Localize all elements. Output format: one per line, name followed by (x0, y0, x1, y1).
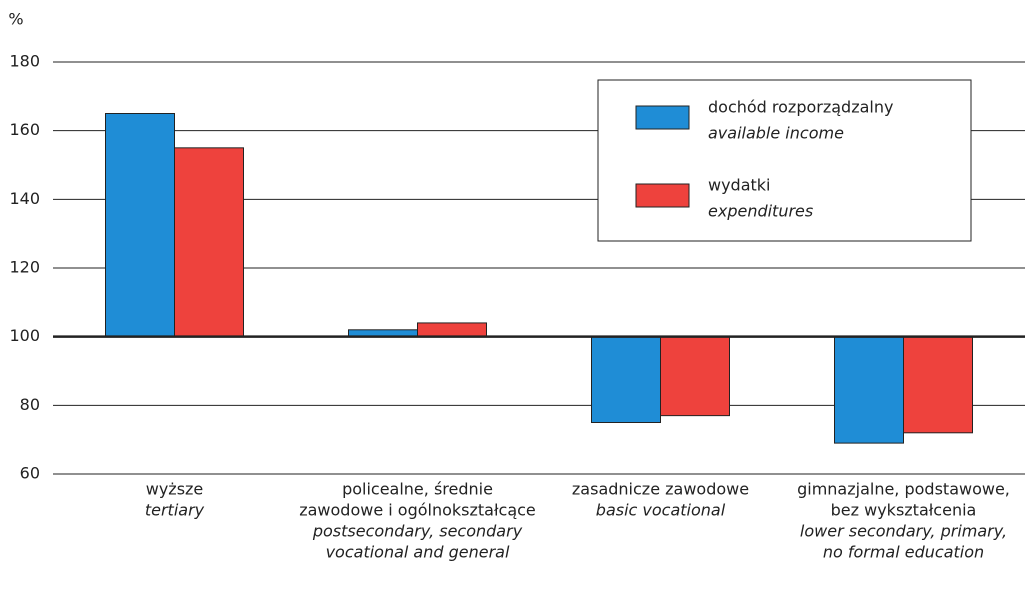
x-tick-label: lower secondary, primary, (800, 522, 1007, 541)
legend-label: dochód rozporządzalny (708, 98, 893, 117)
x-tick-label: wyższe (146, 480, 204, 499)
x-tick-label: no formal education (823, 543, 984, 562)
y-tick-label: 140 (9, 189, 40, 208)
bar (105, 113, 175, 338)
bar (660, 336, 730, 417)
bar (417, 322, 487, 338)
y-tick-label: 180 (9, 52, 40, 71)
legend-label: wydatki (708, 176, 771, 195)
bar (903, 336, 973, 434)
legend-swatch (635, 105, 690, 130)
y-tick-label: 160 (9, 120, 40, 139)
bar (591, 336, 661, 423)
legend-swatch (635, 183, 690, 208)
x-tick-label: zawodowe i ogólnokształcące (299, 501, 536, 520)
y-tick-label: 80 (20, 395, 40, 414)
x-tick-label: postsecondary, secondary (312, 522, 523, 541)
y-tick-label: 120 (9, 258, 40, 277)
x-tick-label: gimnazjalne, podstawowe, (797, 480, 1010, 499)
x-tick-label: bez wykształcenia (831, 501, 977, 520)
y-tick-label: 100 (9, 326, 40, 345)
bar (834, 336, 904, 444)
x-tick-label: vocational and general (326, 543, 510, 562)
legend-label: expenditures (708, 202, 813, 221)
x-tick-label: policealne, średnie (342, 480, 493, 499)
legend-label: available income (708, 124, 844, 143)
x-tick-label: zasadnicze zawodowe (572, 480, 749, 499)
x-tick-label: basic vocational (596, 501, 726, 520)
bar (174, 147, 244, 338)
x-tick-label: tertiary (145, 501, 205, 520)
y-axis-label: % (8, 10, 23, 29)
y-tick-label: 60 (20, 464, 40, 483)
